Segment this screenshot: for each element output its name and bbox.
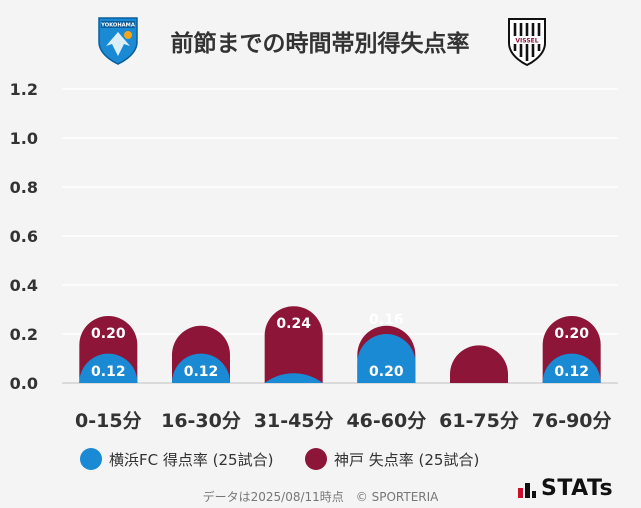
x-category-label: 16-30分 — [161, 410, 241, 432]
data-label-yokohama: 0.12 — [554, 364, 589, 380]
data-label-yokohama: 0.20 — [369, 364, 404, 380]
bar-yokohama-score-rate — [542, 353, 601, 383]
legend-label-yokohama: 横浜FC 得点率 (25試合) — [109, 450, 274, 469]
footer-note: データは2025/08/11時点 © SPORTERIA — [202, 490, 439, 504]
y-tick-label: 1.0 — [10, 129, 38, 148]
y-tick-label: 0.8 — [10, 178, 38, 197]
legend-item-kobe: 神戸 失点率 (25試合) — [305, 448, 479, 470]
bar-yokohama-score-rate — [264, 373, 323, 383]
x-category-label: 46-60分 — [346, 410, 426, 432]
vissel-kobe-logo: VISSEL — [508, 18, 546, 67]
y-tick-label: 0.0 — [10, 374, 38, 393]
bar-yokohama-score-rate — [357, 334, 416, 383]
bar-kobe-concede-rate — [450, 345, 508, 383]
x-category-label: 61-75分 — [439, 410, 519, 432]
legend-item-yokohama: 横浜FC 得点率 (25試合) — [80, 448, 273, 470]
yokohama-fc-logo: YOKOHAMA — [98, 17, 138, 65]
data-label-kobe: 0.16 — [369, 312, 404, 328]
legend-label-kobe: 神戸 失点率 (25試合) — [334, 450, 480, 469]
x-category-label: 76-90分 — [532, 410, 612, 432]
bar-chart: 1.2 1.0 0.8 0.6 0.4 0.2 0.0 0.12 0.20 0-15分 0.12 16… — [10, 80, 618, 432]
stats-brand: STATs — [517, 476, 613, 501]
bar-yokohama-score-rate — [79, 353, 138, 383]
stats-bars-icon — [518, 482, 536, 498]
x-category-label: 0-15分 — [75, 410, 142, 432]
legend-swatch-kobe — [305, 448, 327, 470]
y-tick-label: 0.4 — [10, 276, 38, 295]
y-tick-label: 0.6 — [10, 227, 38, 246]
legend-swatch-yokohama — [80, 448, 102, 470]
y-tick-label: 0.2 — [10, 325, 38, 344]
data-label-kobe: 0.24 — [276, 316, 311, 332]
vissel-logo-text: VISSEL — [515, 38, 538, 45]
data-label-kobe: 0.20 — [554, 326, 589, 342]
bar-kobe-concede-rate — [264, 306, 323, 383]
yokohama-logo-text: YOKOHAMA — [100, 23, 135, 29]
stats-brand-text: STATs — [541, 476, 614, 501]
data-label-kobe: 0.20 — [91, 326, 126, 342]
data-label-yokohama: 0.12 — [91, 364, 126, 380]
data-label-yokohama: 0.12 — [184, 364, 219, 380]
x-category-label: 31-45分 — [254, 410, 334, 432]
chart-title: 前節までの時間帯別得失点率 — [170, 31, 470, 57]
y-tick-label: 1.2 — [10, 80, 38, 99]
bar-yokohama-score-rate — [172, 353, 230, 383]
